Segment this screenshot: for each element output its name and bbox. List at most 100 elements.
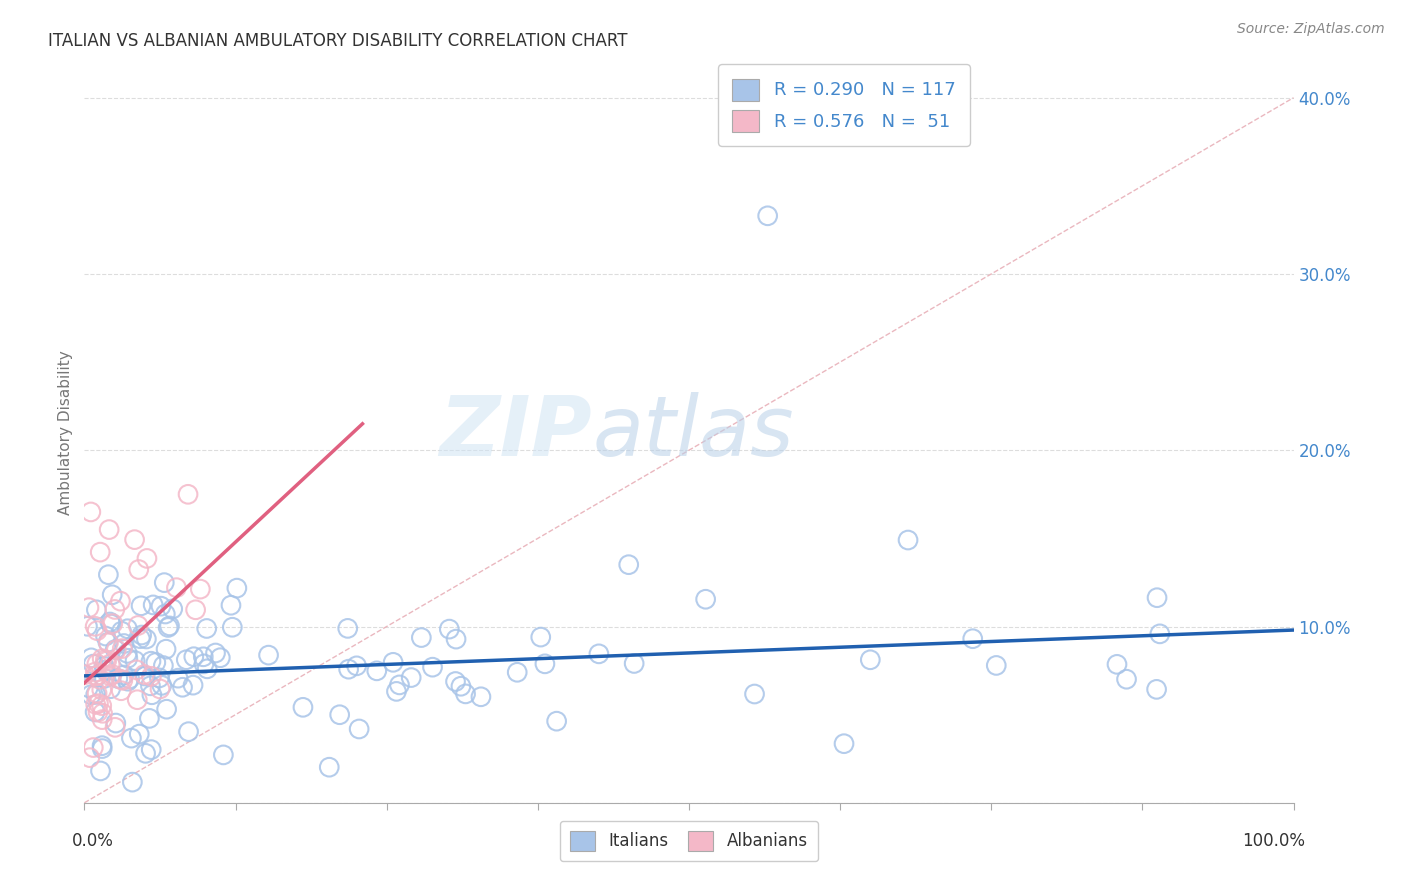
Point <box>76 619 98 633</box>
Point <box>470 690 492 704</box>
Point <box>127 692 149 706</box>
Point <box>756 209 779 223</box>
Point <box>184 603 207 617</box>
Point <box>89 545 111 559</box>
Point <box>177 487 200 501</box>
Point <box>1149 627 1171 641</box>
Point <box>318 760 340 774</box>
Point <box>193 657 215 671</box>
Point <box>744 687 766 701</box>
Point <box>134 669 156 683</box>
Point <box>204 646 226 660</box>
Point <box>117 651 139 665</box>
Point <box>86 603 108 617</box>
Point <box>617 558 640 572</box>
Point <box>93 671 115 685</box>
Point <box>117 646 139 660</box>
Point <box>131 628 153 642</box>
Point <box>695 592 717 607</box>
Point <box>104 716 127 731</box>
Point <box>125 663 148 677</box>
Point <box>86 624 108 638</box>
Point <box>136 551 159 566</box>
Point <box>506 665 529 680</box>
Point <box>84 705 107 719</box>
Point <box>84 688 107 702</box>
Point <box>112 668 135 682</box>
Point <box>118 672 141 686</box>
Point <box>94 663 117 677</box>
Point <box>91 739 114 753</box>
Point <box>90 698 112 713</box>
Point <box>209 650 232 665</box>
Point <box>347 722 370 736</box>
Point <box>86 669 108 683</box>
Point <box>91 651 114 665</box>
Point <box>110 624 132 639</box>
Point <box>111 673 134 688</box>
Point <box>98 669 121 683</box>
Point <box>162 602 184 616</box>
Point <box>155 642 177 657</box>
Point <box>142 598 165 612</box>
Point <box>1115 672 1137 686</box>
Point <box>534 657 557 671</box>
Point <box>127 618 149 632</box>
Point <box>195 622 218 636</box>
Point <box>172 680 194 694</box>
Point <box>128 562 150 576</box>
Point <box>141 688 163 702</box>
Point <box>439 622 461 636</box>
Point <box>176 653 198 667</box>
Point <box>141 669 163 683</box>
Point <box>962 632 984 646</box>
Point <box>219 599 242 613</box>
Point <box>98 523 121 537</box>
Text: 100.0%: 100.0% <box>1243 832 1306 850</box>
Point <box>94 629 117 643</box>
Point <box>120 731 142 745</box>
Point <box>153 575 176 590</box>
Point <box>84 698 107 712</box>
Point <box>111 641 134 656</box>
Point <box>859 653 882 667</box>
Point <box>166 581 188 595</box>
Point <box>454 687 477 701</box>
Point <box>1146 682 1168 697</box>
Point <box>1105 657 1128 672</box>
Point <box>94 653 117 667</box>
Point <box>399 671 422 685</box>
Point <box>97 635 120 649</box>
Point <box>588 647 610 661</box>
Point <box>183 649 205 664</box>
Point <box>110 683 132 698</box>
Point <box>832 737 855 751</box>
Point <box>82 740 104 755</box>
Point <box>117 622 139 636</box>
Point <box>159 619 181 633</box>
Point <box>90 682 112 697</box>
Point <box>84 665 107 679</box>
Point <box>141 742 163 756</box>
Point <box>100 681 122 696</box>
Point <box>336 621 359 635</box>
Point <box>257 648 280 662</box>
Point <box>155 702 177 716</box>
Text: 0.0%: 0.0% <box>72 832 114 850</box>
Point <box>129 599 152 613</box>
Point <box>124 533 146 547</box>
Point <box>195 662 218 676</box>
Point <box>121 775 143 789</box>
Point <box>77 600 100 615</box>
Point <box>124 654 146 668</box>
Point <box>221 620 243 634</box>
Point <box>134 667 156 681</box>
Text: ITALIAN VS ALBANIAN AMBULATORY DISABILITY CORRELATION CHART: ITALIAN VS ALBANIAN AMBULATORY DISABILIT… <box>48 32 627 50</box>
Point <box>91 713 114 727</box>
Point <box>87 705 110 719</box>
Point <box>73 667 96 681</box>
Point <box>89 764 111 778</box>
Point <box>422 660 444 674</box>
Point <box>188 582 211 596</box>
Point <box>80 651 103 665</box>
